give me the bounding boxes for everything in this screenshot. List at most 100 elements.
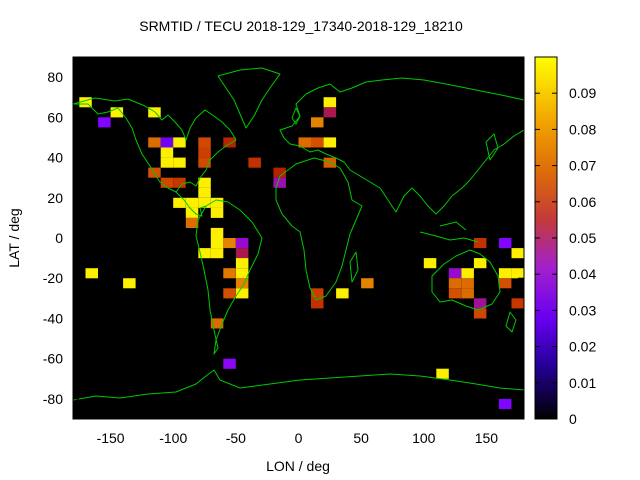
heatmap-cell-73 [511, 298, 524, 309]
coastline-australia [431, 249, 501, 311]
x-tick-label-3: 0 [295, 430, 303, 446]
heatmap-cell-64 [473, 238, 487, 249]
coastline-japan [485, 133, 499, 161]
colorbar-tick-label-9: 0 [569, 411, 577, 427]
data-cells [79, 97, 524, 409]
coastline-eurasia [279, 77, 524, 215]
colorbar-tick-label-5: 0.04 [569, 266, 596, 282]
x-tick-label-5: 100 [412, 430, 436, 446]
heatmap-cell-36 [235, 258, 249, 269]
x-tick-label-2: -50 [226, 430, 246, 446]
heatmap-cell-20 [198, 177, 211, 188]
heatmap-cell-1 [98, 117, 111, 128]
heatmap-cell-6 [160, 147, 174, 158]
heatmap-cell-32 [235, 238, 249, 249]
heatmap-cell-4 [148, 137, 161, 148]
heatmap-cell-51 [323, 137, 337, 148]
y-tick-label-5: -20 [43, 270, 63, 286]
colorbar-tick-label-6: 0.03 [569, 302, 596, 318]
heatmap-cell-52 [323, 157, 337, 168]
coastline-britain [291, 107, 301, 125]
heatmap-cell-42 [210, 318, 224, 329]
x-tick-label-4: 50 [353, 430, 369, 446]
heatmap-cell-55 [336, 288, 349, 299]
x-tick-label-6: 150 [475, 430, 499, 446]
heatmap-cell-38 [223, 268, 236, 279]
x-tick-label-1: -100 [159, 430, 187, 446]
heatmap-cell-34 [210, 248, 224, 259]
coastline-africa [275, 157, 363, 301]
coastline-greenland [217, 67, 281, 129]
coastline-new-zealand [505, 311, 517, 333]
heatmap-cell-71 [511, 268, 524, 279]
colorbar-tick-label-0: 0.09 [569, 85, 596, 101]
heatmap-cell-21 [198, 187, 211, 198]
heatmap-cell-40 [235, 288, 249, 299]
heatmap-cell-9 [173, 157, 186, 168]
colorbar-tick-label-4: 0.05 [569, 230, 596, 246]
heatmap-cell-74 [498, 398, 512, 409]
heatmap-cell-67 [473, 298, 487, 309]
coastline-antarctica [73, 369, 524, 419]
heatmap-cell-29 [210, 227, 224, 238]
coastline-central-america [175, 191, 207, 217]
heatmap-cell-68 [498, 238, 512, 249]
y-tick-label-2: 40 [47, 150, 63, 166]
y-tick-label-1: 60 [47, 109, 63, 125]
colorbar-tick-label-2: 0.07 [569, 158, 596, 174]
heatmap-cell-41 [223, 288, 236, 299]
heatmap-cell-28 [185, 217, 199, 228]
coastline-south-america [195, 199, 263, 355]
heatmap-cell-11 [160, 177, 174, 188]
heatmap-cell-26 [185, 207, 199, 218]
x-tick-label-0: -150 [97, 430, 125, 446]
heatmap-cell-24 [198, 197, 211, 208]
heatmap-cell-59 [461, 268, 474, 279]
heatmap-cell-44 [85, 268, 98, 279]
heatmap-cell-35 [235, 248, 249, 259]
heatmap-cell-60 [448, 278, 462, 289]
heatmap-cell-63 [461, 288, 474, 299]
y-tick-label-0: 80 [47, 69, 63, 85]
colorbar-tick-label-1: 0.08 [569, 121, 596, 137]
heatmap-cell-72 [498, 278, 512, 289]
y-tick-label-8: -80 [43, 391, 63, 407]
heatmap-cell-49 [298, 137, 311, 148]
heatmap-cell-43 [223, 358, 236, 369]
y-tick-label-3: 20 [47, 190, 63, 206]
heatmap-cell-7 [173, 137, 186, 148]
coastline-madagascar [349, 251, 359, 283]
heatmap-cell-37 [235, 268, 249, 279]
heatmap-cell-58 [448, 268, 462, 279]
heatmap-cell-45 [123, 278, 136, 289]
heatmap-cell-12 [173, 177, 186, 188]
heatmap-cell-14 [223, 137, 236, 148]
heatmap-cell-65 [473, 258, 487, 269]
x-axis-label: LON / deg [266, 458, 330, 474]
heatmap-cell-30 [210, 238, 224, 249]
heatmap-cell-3 [148, 107, 161, 118]
heatmap-cell-47 [323, 107, 337, 118]
heatmap-cell-22 [173, 197, 186, 208]
heatmap-cell-27 [210, 207, 224, 218]
heatmap-cell-0 [79, 97, 92, 108]
heatmap-cell-56 [361, 278, 374, 289]
heatmap-cell-23 [185, 197, 199, 208]
heatmap-cell-25 [210, 197, 224, 208]
coastline-north-america [73, 97, 237, 193]
y-tick-label-4: 0 [55, 230, 63, 246]
heatmap-cell-13 [198, 137, 211, 148]
heatmap-cell-8 [160, 157, 174, 168]
heatmap-cell-53 [311, 288, 324, 299]
heatmap-cell-48 [311, 117, 324, 128]
heatmap-cell-18 [273, 167, 286, 178]
colorbar-tick-label-7: 0.02 [569, 339, 596, 355]
y-tick-label-7: -60 [43, 351, 63, 367]
heatmap-cell-54 [311, 298, 324, 309]
heatmap-cell-62 [448, 288, 462, 299]
colorbar-ticks: 0.09 0.08 0.07 0.06 0.05 0.04 0.03 0.02 0.01 0 [535, 85, 596, 427]
heatmap-cell-61 [461, 278, 474, 289]
coastlines [73, 67, 524, 419]
heatmap-cell-5 [160, 137, 174, 148]
heatmap-cell-15 [198, 147, 211, 158]
